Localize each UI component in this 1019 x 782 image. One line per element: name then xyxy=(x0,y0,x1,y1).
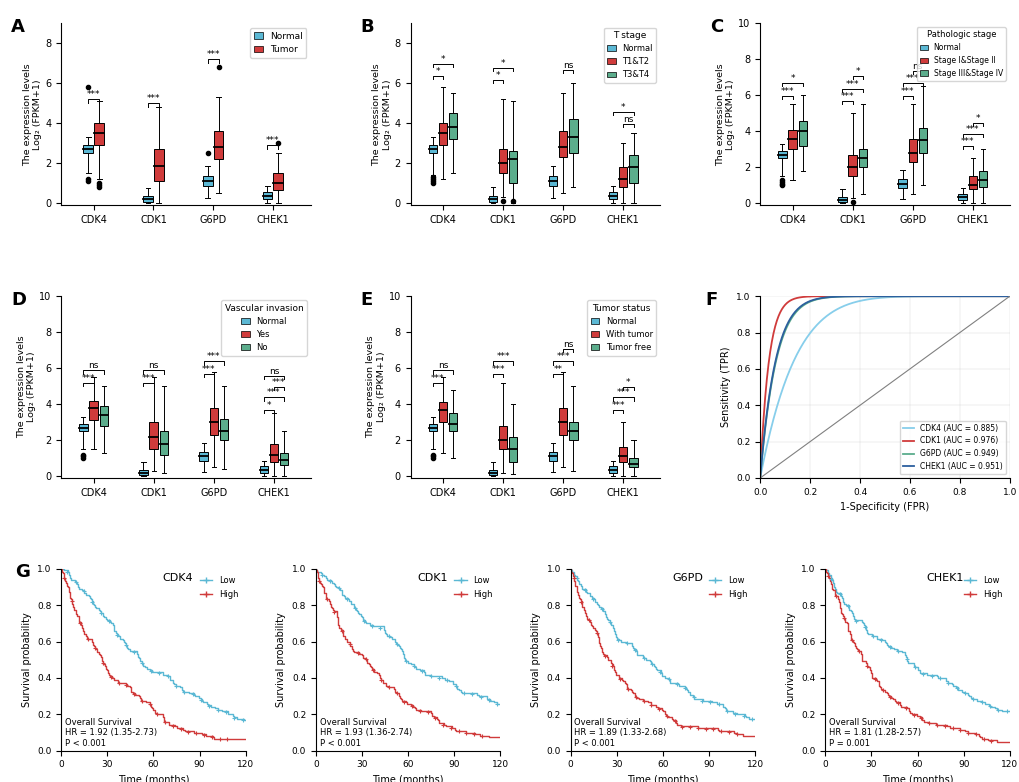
Bar xyxy=(858,149,866,167)
Line: G6PD (AUC = 0.949): G6PD (AUC = 0.949) xyxy=(759,296,1009,478)
Bar xyxy=(848,155,856,177)
Y-axis label: The expression levels
Log₂ (FPKM+1): The expression levels Log₂ (FPKM+1) xyxy=(715,63,735,166)
Bar xyxy=(262,192,272,199)
Text: ***: *** xyxy=(147,95,160,103)
Text: *: * xyxy=(440,55,445,64)
CHEK1 (AUC = 0.951) xyxy=(753,473,765,482)
CHEK1 (AUC = 0.951) xyxy=(902,292,914,301)
Bar xyxy=(569,422,577,440)
Line: CHEK1 (AUC = 0.951): CHEK1 (AUC = 0.951) xyxy=(759,296,1009,478)
Text: ***: *** xyxy=(840,92,854,101)
Bar xyxy=(908,138,916,162)
Text: ***: *** xyxy=(780,87,794,96)
X-axis label: Time (months): Time (months) xyxy=(117,775,190,782)
Text: ns: ns xyxy=(89,361,99,371)
Bar xyxy=(488,470,496,475)
CDK1 (AUC = 0.976) xyxy=(906,292,918,301)
G6PD (AUC = 0.949) xyxy=(979,292,991,301)
CDK4 (AUC = 0.885) xyxy=(1002,292,1014,301)
Bar xyxy=(498,149,506,174)
Text: *: * xyxy=(495,71,499,80)
Bar xyxy=(508,152,517,183)
CDK1 (AUC = 0.976) xyxy=(964,292,976,301)
Y-axis label: Survival probability: Survival probability xyxy=(276,612,286,707)
Text: G: G xyxy=(15,564,30,582)
Text: Overall Survival
HR = 1.93 (1.36-2.74)
P < 0.001: Overall Survival HR = 1.93 (1.36-2.74) P… xyxy=(319,718,412,748)
CDK4 (AUC = 0.885) xyxy=(906,292,918,301)
Bar xyxy=(629,458,637,467)
CDK4 (AUC = 0.885) xyxy=(753,473,765,482)
Text: D: D xyxy=(11,291,26,309)
Text: CDK1: CDK1 xyxy=(417,572,447,583)
Legend: Low, High: Low, High xyxy=(959,573,1005,602)
G6PD (AUC = 0.949) xyxy=(902,292,914,301)
Text: *: * xyxy=(975,114,979,123)
Text: *: * xyxy=(435,66,440,76)
Legend: CDK4 (AUC = 0.885), CDK1 (AUC = 0.976), G6PD (AUC = 0.949), CHEK1 (AUC = 0.951): CDK4 (AUC = 0.885), CDK1 (AUC = 0.976), … xyxy=(899,421,1005,474)
CDK1 (AUC = 0.976) xyxy=(902,292,914,301)
Text: ***: *** xyxy=(431,374,444,383)
Bar xyxy=(84,145,93,153)
Bar xyxy=(569,120,577,153)
CHEK1 (AUC = 0.951) xyxy=(978,292,990,301)
Legend: Low, High: Low, High xyxy=(196,573,242,602)
Y-axis label: Survival probability: Survival probability xyxy=(21,612,32,707)
Bar xyxy=(838,197,846,202)
Text: ***: *** xyxy=(206,50,220,59)
Bar xyxy=(279,453,288,465)
Bar xyxy=(428,424,436,431)
Bar xyxy=(508,436,517,462)
Text: ***: *** xyxy=(491,365,504,374)
CDK4 (AUC = 0.885) xyxy=(964,292,976,301)
CDK1 (AUC = 0.976) xyxy=(1003,292,1015,301)
Text: ***: *** xyxy=(266,136,279,145)
Bar xyxy=(150,422,158,449)
Bar xyxy=(608,466,616,472)
CHEK1 (AUC = 0.951) xyxy=(901,292,913,301)
Text: *: * xyxy=(500,59,504,68)
Text: ***: *** xyxy=(615,389,630,397)
Text: B: B xyxy=(361,18,374,36)
Bar xyxy=(898,179,906,188)
Text: ns: ns xyxy=(149,361,159,371)
CDK4 (AUC = 0.885) xyxy=(1003,292,1015,301)
Text: Overall Survival
HR = 1.81 (1.28-2.57)
P = 0.001: Overall Survival HR = 1.81 (1.28-2.57) P… xyxy=(828,718,920,748)
CDK4 (AUC = 0.885) xyxy=(901,292,913,301)
Bar xyxy=(273,174,283,190)
Text: Overall Survival
HR = 1.89 (1.33-2.68)
P < 0.001: Overall Survival HR = 1.89 (1.33-2.68) P… xyxy=(574,718,666,748)
Y-axis label: The expression levels
Log₂ (FPKM+1): The expression levels Log₂ (FPKM+1) xyxy=(366,335,385,439)
Bar xyxy=(978,171,986,187)
Y-axis label: Survival probability: Survival probability xyxy=(531,612,540,707)
CHEK1 (AUC = 0.951) xyxy=(964,292,976,301)
G6PD (AUC = 0.949) xyxy=(964,292,976,301)
Bar xyxy=(428,145,436,153)
CHEK1 (AUC = 0.951) xyxy=(754,464,766,473)
Bar xyxy=(219,418,228,440)
G6PD (AUC = 0.949) xyxy=(1003,292,1015,301)
Text: ***: *** xyxy=(87,91,101,99)
Line: CDK4 (AUC = 0.885): CDK4 (AUC = 0.885) xyxy=(759,296,1009,478)
Bar xyxy=(79,424,88,431)
Line: CDK1 (AUC = 0.976): CDK1 (AUC = 0.976) xyxy=(759,296,1009,478)
Bar xyxy=(619,167,627,188)
Text: *: * xyxy=(855,67,859,76)
Text: A: A xyxy=(11,18,25,36)
CDK1 (AUC = 0.976) xyxy=(753,473,765,482)
CDK1 (AUC = 0.976) xyxy=(935,292,948,301)
Legend: Normal, Stage I&Stage II, Stage III&Stage IV: Normal, Stage I&Stage II, Stage III&Stag… xyxy=(916,27,1005,81)
Y-axis label: The expression levels
Log₂ (FPKM+1): The expression levels Log₂ (FPKM+1) xyxy=(23,63,43,166)
G6PD (AUC = 0.949) xyxy=(901,292,913,301)
Text: ns: ns xyxy=(268,367,279,375)
Bar xyxy=(100,406,108,425)
CDK4 (AUC = 0.885) xyxy=(979,292,991,301)
Bar xyxy=(154,149,164,181)
CDK1 (AUC = 0.976) xyxy=(754,457,766,466)
Bar xyxy=(214,131,223,160)
CDK1 (AUC = 0.976) xyxy=(980,292,993,301)
Text: ***: *** xyxy=(142,374,155,383)
G6PD (AUC = 0.949) xyxy=(754,464,766,473)
CDK1 (AUC = 0.976) xyxy=(901,292,913,301)
Text: Overall Survival
HR = 1.92 (1.35-2.73)
P < 0.001: Overall Survival HR = 1.92 (1.35-2.73) P… xyxy=(65,718,157,748)
Text: ***: *** xyxy=(845,80,859,88)
Text: ***: *** xyxy=(960,137,973,146)
